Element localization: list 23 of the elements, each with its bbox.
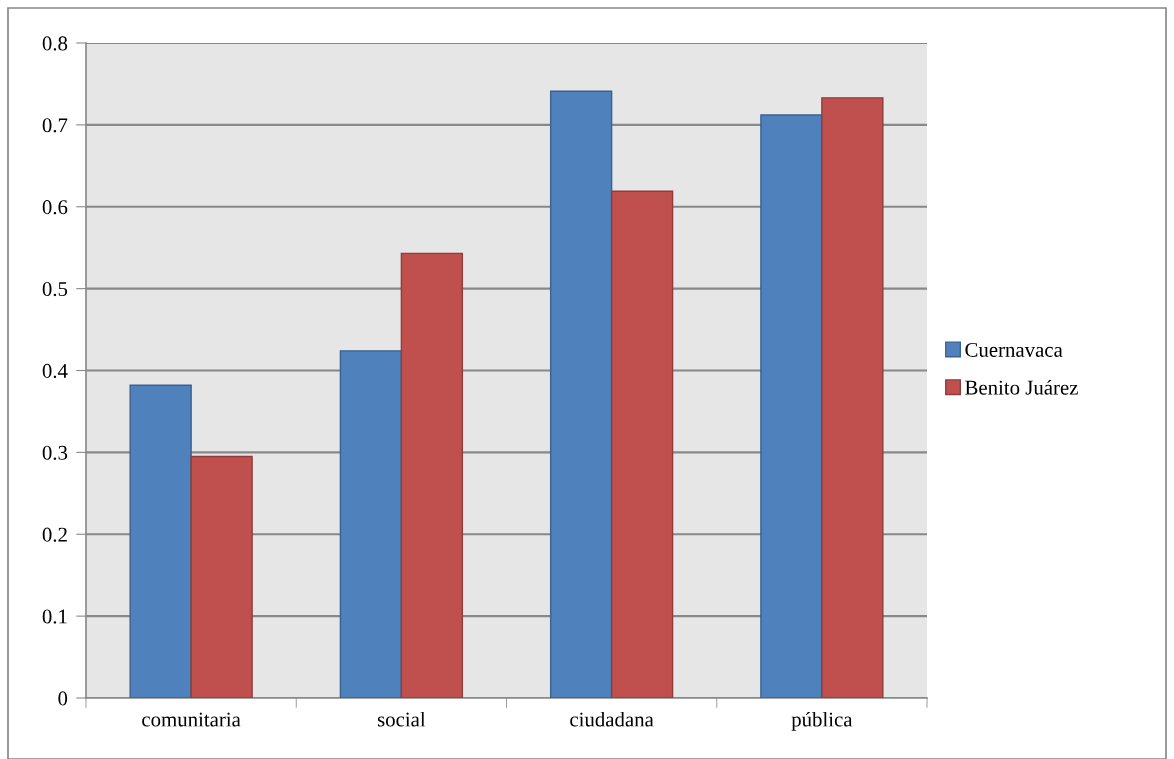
x-tick-label: social [377,711,426,727]
x-tick-label: comunitaria [142,712,241,727]
bar [610,190,674,698]
y-tick-label: 0.2 [42,527,67,542]
x-tick-label: ciudadana [570,711,654,727]
bar [760,114,823,698]
y-tick-label: 0.1 [42,609,67,624]
y-tick-label: 0.8 [42,36,68,51]
y-tick-label: 0 [58,691,68,706]
legend-label: Cuernavaca [965,342,1063,357]
bar [190,455,253,698]
y-tick-label: 0.7 [42,118,68,133]
y-tick-label: 0.3 [42,445,68,460]
legend-label: Benito Juárez [965,379,1078,395]
bar [339,350,403,698]
y-tick-label: 0.5 [42,282,68,297]
y-tick-label: 0.6 [42,200,68,215]
bar [400,252,464,698]
bar [549,90,613,698]
bar [129,384,192,698]
x-tick-label: pública [791,711,853,731]
y-tick-label: 0.4 [42,363,68,379]
bar [821,97,884,698]
